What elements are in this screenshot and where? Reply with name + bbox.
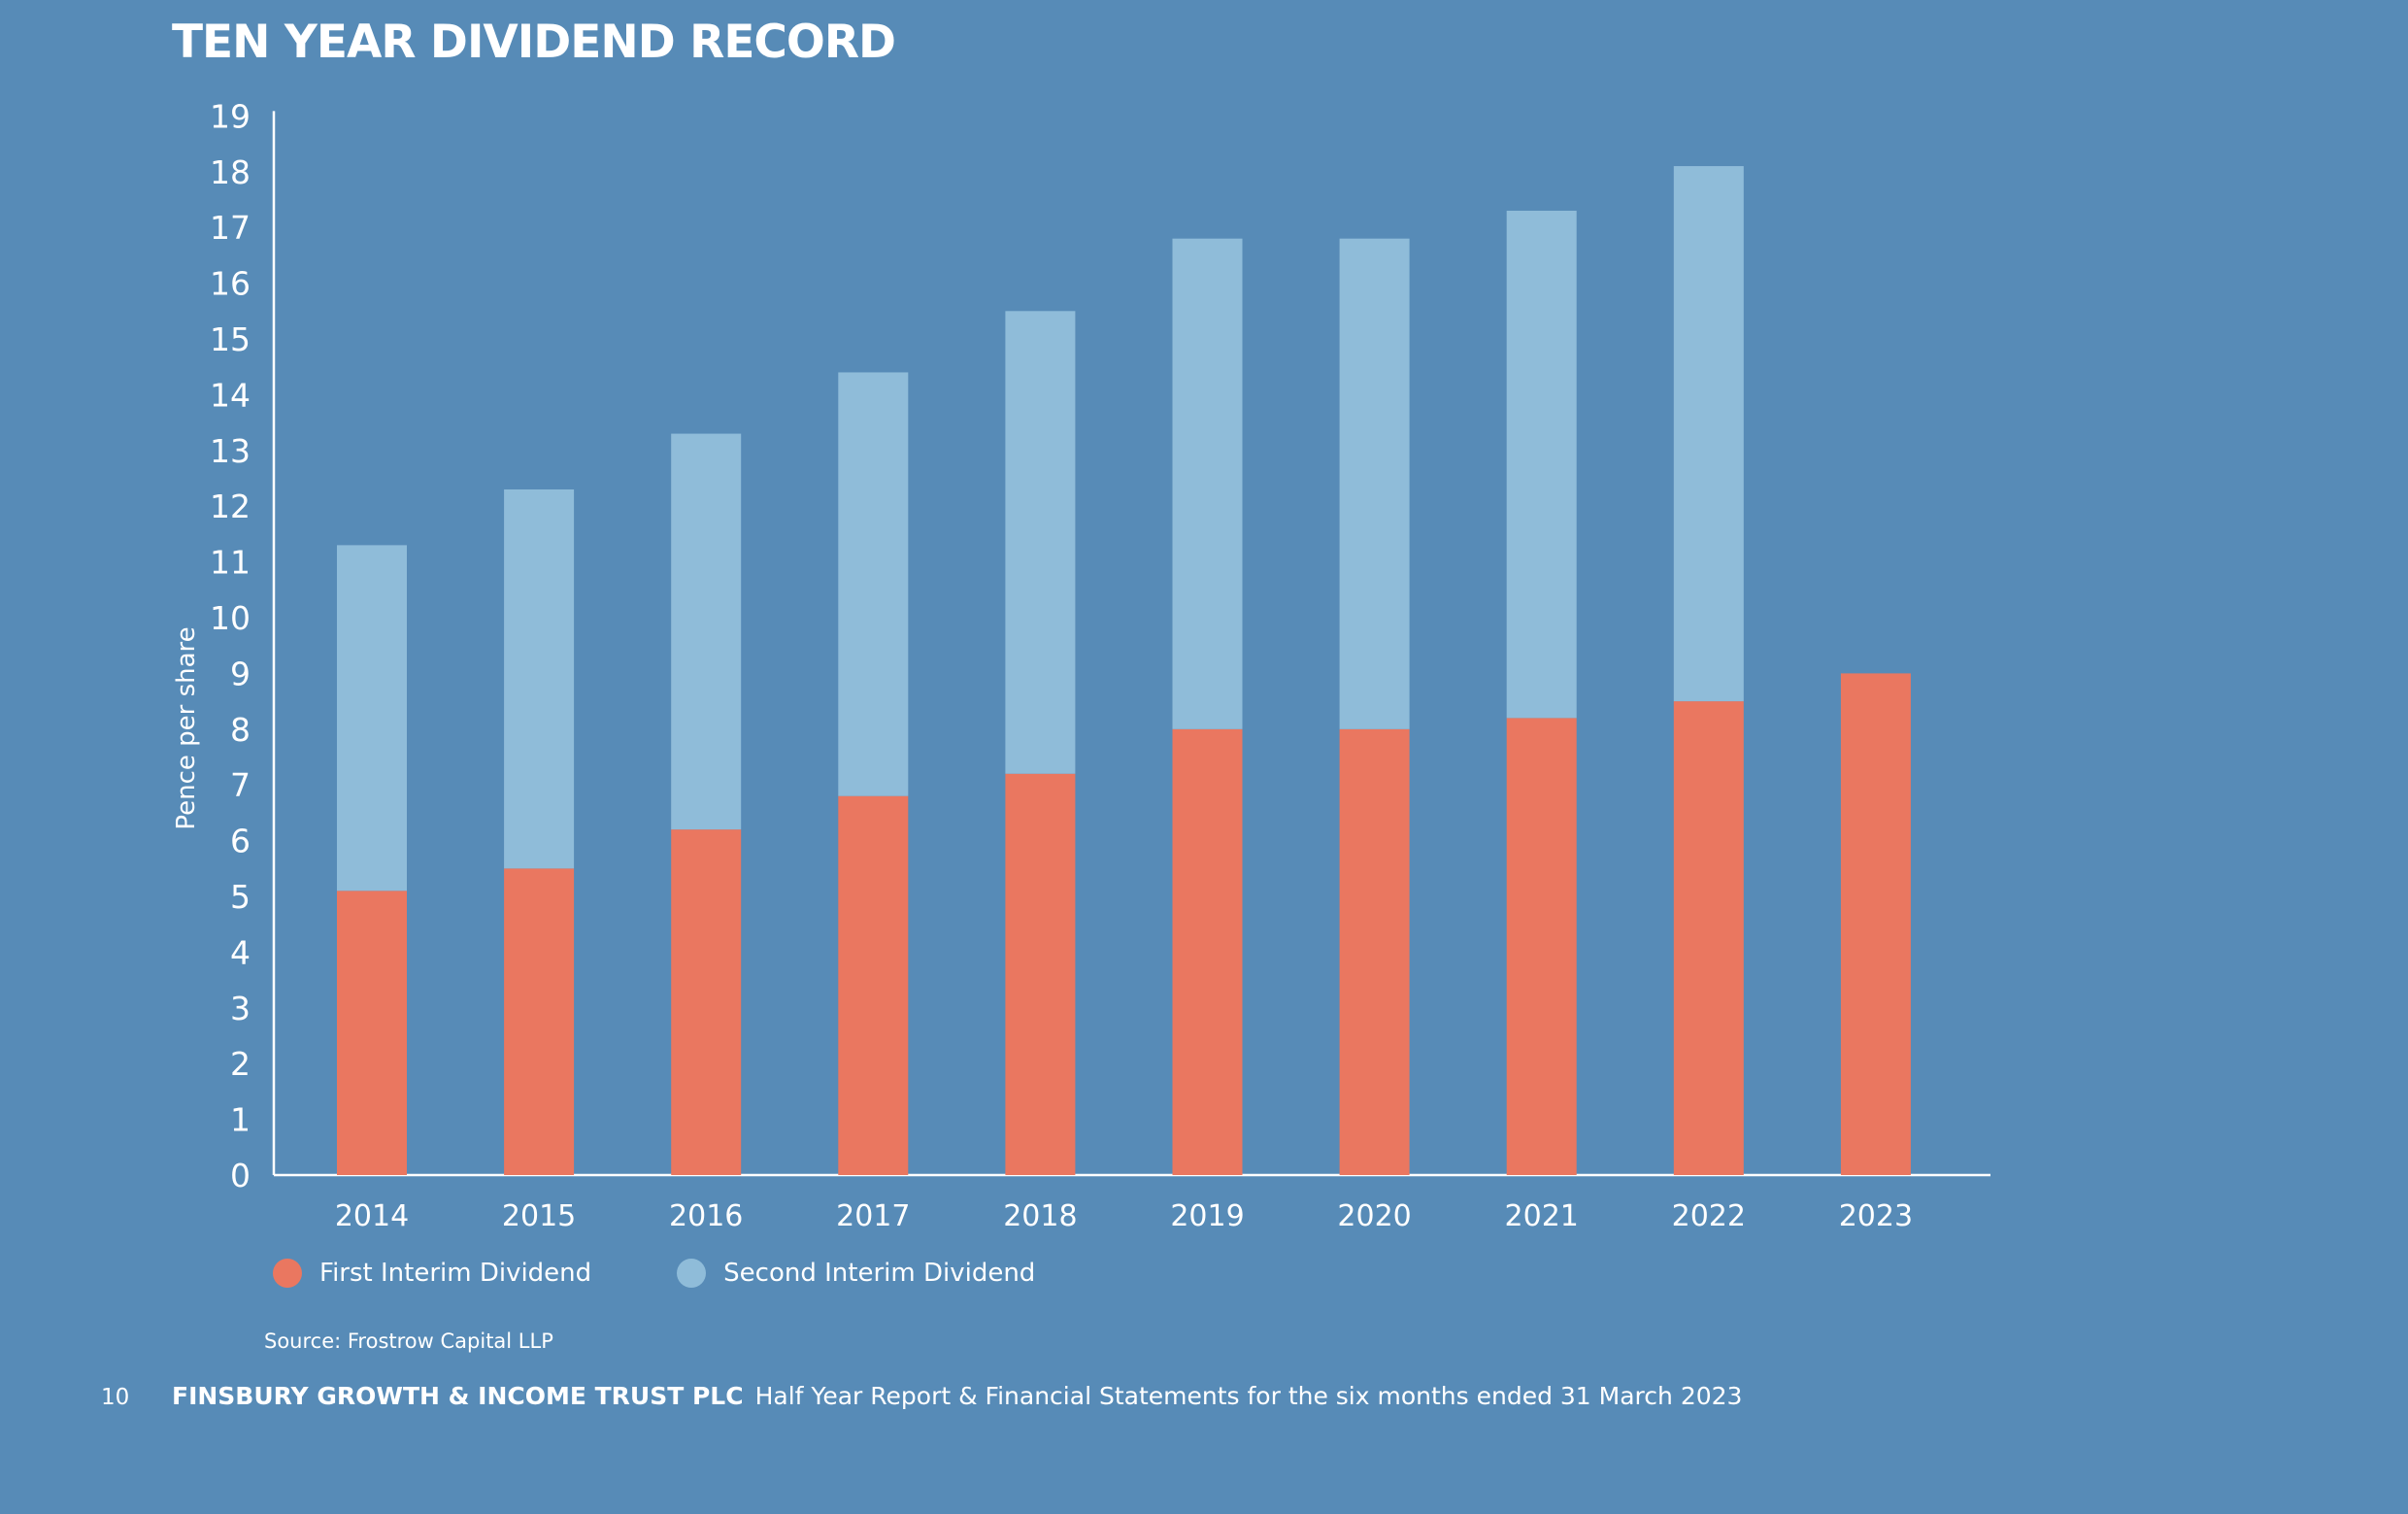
y-tick-label: 7: [230, 766, 251, 804]
x-tick-label-2016: 2016: [669, 1199, 743, 1233]
x-tick-label-2021: 2021: [1505, 1199, 1579, 1233]
legend-item-first: First Interim Dividend: [273, 1259, 591, 1288]
source-note: Source: Frostrow Capital LLP: [264, 1329, 553, 1353]
page-number: 10: [101, 1385, 130, 1410]
chart-title: TEN YEAR DIVIDEND RECORD: [172, 16, 896, 69]
y-tick-label: 5: [230, 878, 251, 916]
legend-label-second: Second Interim Dividend: [723, 1259, 1036, 1288]
bar-first-interim-2016: [671, 829, 742, 1175]
legend-swatch-first: [273, 1259, 302, 1288]
y-tick-label: 11: [210, 544, 251, 582]
bar-second-interim-2017: [838, 372, 909, 796]
bar-second-interim-2015: [504, 488, 575, 869]
x-tick-label-2022: 2022: [1672, 1199, 1746, 1233]
bar-second-interim-2014: [337, 545, 407, 892]
bar-first-interim-2019: [1172, 728, 1243, 1175]
y-tick-label: 3: [230, 990, 251, 1027]
y-axis-title: Pence per share: [172, 626, 201, 829]
y-tick-label: 9: [230, 655, 251, 692]
y-tick-label: 15: [210, 320, 251, 358]
y-tick-label: 16: [210, 265, 251, 303]
y-tick-label: 12: [210, 488, 251, 525]
y-tick-label: 4: [230, 933, 251, 971]
y-tick-label: 8: [230, 711, 251, 749]
bar-first-interim-2023: [1840, 673, 1911, 1175]
footer-description: Half Year Report & Financial Statements …: [754, 1382, 1743, 1410]
y-tick-label: 18: [210, 153, 251, 191]
y-tick-label: 14: [210, 376, 251, 414]
y-tick-label: 17: [210, 209, 251, 247]
bar-first-interim-2014: [337, 891, 407, 1175]
bar-second-interim-2022: [1673, 166, 1744, 702]
x-tick-label-2014: 2014: [335, 1199, 409, 1233]
x-tick-label-2015: 2015: [502, 1199, 576, 1233]
bar-second-interim-2016: [671, 433, 742, 830]
y-tick-label: 19: [210, 97, 251, 135]
footer-company: FINSBURY GROWTH & INCOME TRUST PLC: [172, 1382, 744, 1410]
bar-second-interim-2020: [1339, 238, 1410, 729]
y-tick-label: 0: [230, 1157, 251, 1194]
legend-label-first: First Interim Dividend: [319, 1259, 592, 1288]
y-tick-label: 6: [230, 823, 251, 860]
x-tick-label-2017: 2017: [836, 1199, 910, 1233]
bar-second-interim-2018: [1005, 311, 1076, 774]
legend-item-second: Second Interim Dividend: [677, 1259, 1035, 1288]
x-tick-label-2019: 2019: [1170, 1199, 1244, 1233]
bar-first-interim-2017: [838, 795, 909, 1175]
bar-first-interim-2022: [1673, 701, 1744, 1175]
legend-swatch-second: [677, 1259, 707, 1288]
x-tick-label-2020: 2020: [1337, 1199, 1411, 1233]
footer-text: FINSBURY GROWTH & INCOME TRUST PLC Half Y…: [172, 1382, 1742, 1410]
bar-first-interim-2018: [1005, 773, 1076, 1175]
y-tick-label: 13: [210, 432, 251, 470]
y-tick-label: 1: [230, 1101, 251, 1139]
y-tick-label: 10: [210, 599, 251, 637]
x-tick-label-2018: 2018: [1003, 1199, 1077, 1233]
y-tick-label: 2: [230, 1045, 251, 1083]
bar-first-interim-2015: [504, 868, 575, 1175]
legend: First Interim Dividend Second Interim Di…: [273, 1259, 1120, 1288]
bar-second-interim-2019: [1172, 238, 1243, 729]
x-tick-label-2023: 2023: [1839, 1199, 1913, 1233]
bar-first-interim-2021: [1506, 718, 1577, 1175]
bar-second-interim-2021: [1506, 210, 1577, 719]
bar-first-interim-2020: [1339, 728, 1410, 1175]
